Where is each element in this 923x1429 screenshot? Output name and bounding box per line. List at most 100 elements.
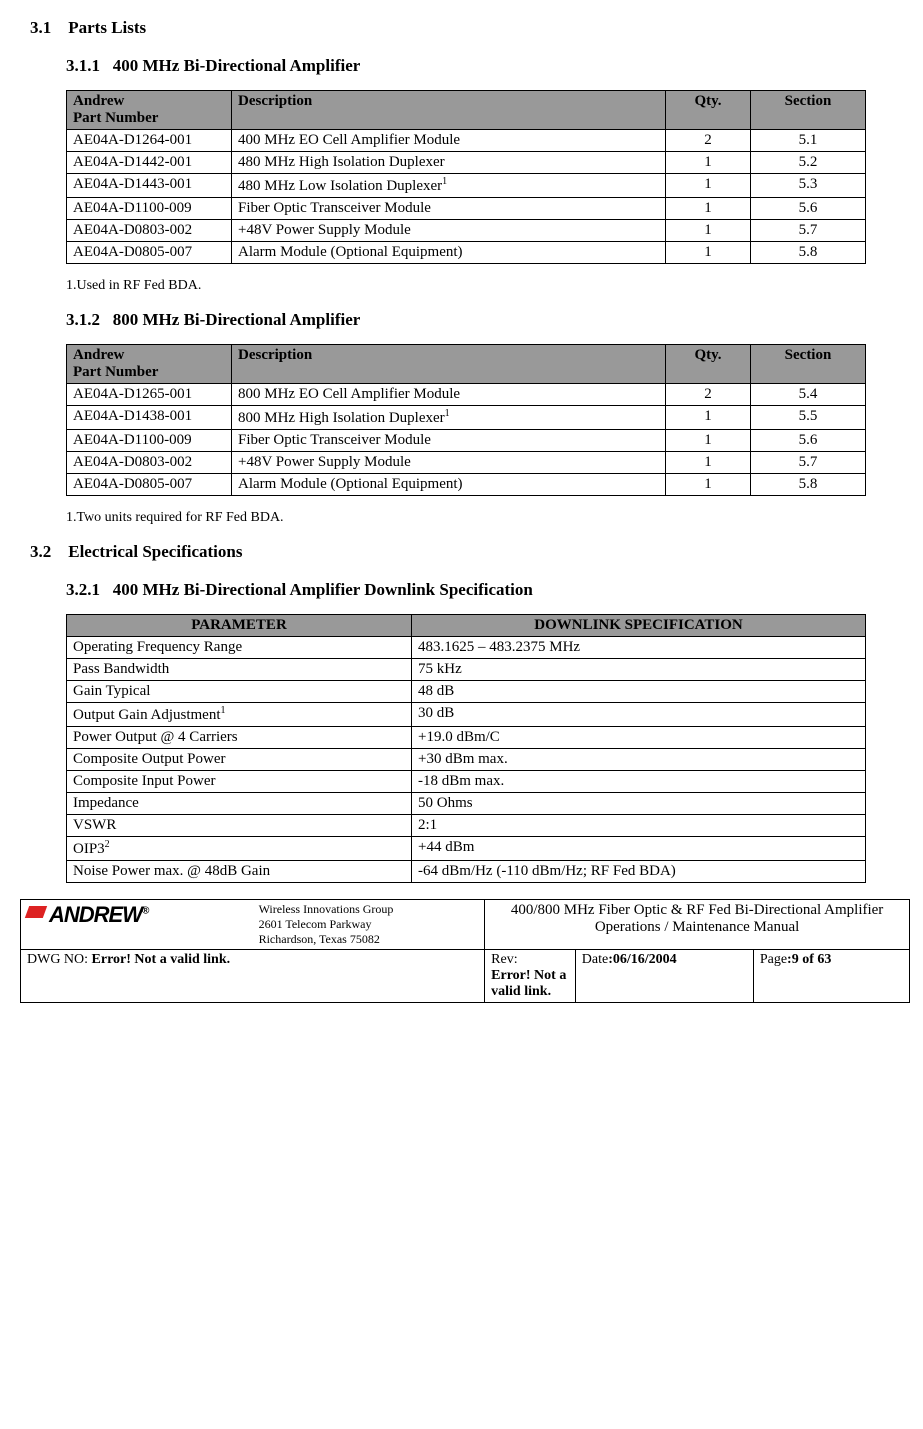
parts-table-400mhz: Andrew Part Number Description Qty. Sect… [66,90,866,264]
table-row: Power Output @ 4 Carriers+19.0 dBm/C [67,727,866,749]
cell-part-number: AE04A-D1265-001 [67,384,232,406]
table-header-row: PARAMETER DOWNLINK SPECIFICATION [67,615,866,637]
cell-section: 5.7 [751,452,866,474]
cell-value: -18 dBm max. [412,771,866,793]
cell-qty: 1 [666,406,751,430]
rev-value: Error! Not a valid link. [491,968,566,999]
table-row: AE04A-D0805-007Alarm Module (Optional Eq… [67,474,866,496]
section-3-1-1-heading: 3.1.1 400 MHz Bi-Directional Amplifier [66,56,890,76]
cell-part-number: AE04A-D0803-002 [67,220,232,242]
col-part-number: Andrew Part Number [67,345,232,384]
cell-description: Alarm Module (Optional Equipment) [232,242,666,264]
superscript: 1 [221,705,226,716]
cell-parameter: Operating Frequency Range [67,637,412,659]
cell-parameter: Noise Power max. @ 48dB Gain [67,861,412,883]
cell-description: Fiber Optic Transceiver Module [232,198,666,220]
dwg-label: DWG NO: [27,952,92,967]
cell-value: 2:1 [412,815,866,837]
table-row: AE04A-D1100-009Fiber Optic Transceiver M… [67,430,866,452]
rev-cell: Rev: Error! Not a valid link. [485,950,576,1003]
cell-description: +48V Power Supply Module [232,220,666,242]
cell-section: 5.7 [751,220,866,242]
col-spec: DOWNLINK SPECIFICATION [412,615,866,637]
table-row: Impedance 50 Ohms [67,793,866,815]
col-part-number: Andrew Part Number [67,91,232,130]
table-row: Composite Output Power+30 dBm max. [67,749,866,771]
section-num: 3.1.1 [66,56,100,75]
cell-description: 400 MHz EO Cell Amplifier Module [232,130,666,152]
cell-section: 5.6 [751,430,866,452]
page-cell: Page:9 of 63 [753,950,909,1003]
page-label: Page [760,952,787,967]
cell-description: +48V Power Supply Module [232,452,666,474]
section-title: Electrical Specifications [68,542,242,561]
table-row: AE04A-D1100-009Fiber Optic Transceiver M… [67,198,866,220]
section-title: 400 MHz Bi-Directional Amplifier Downlin… [113,580,533,599]
page-value: :9 of 63 [787,952,831,967]
footer-table: ANDREW® Wireless Innovations Group 2601 … [20,899,910,1003]
table-row: AE04A-D1265-001800 MHz EO Cell Amplifier… [67,384,866,406]
cell-section: 5.2 [751,152,866,174]
cell-description: Alarm Module (Optional Equipment) [232,474,666,496]
cell-qty: 1 [666,152,751,174]
cell-qty: 1 [666,198,751,220]
cell-value: 50 Ohms [412,793,866,815]
col-section: Section [751,91,866,130]
cell-value: -64 dBm/Hz (-110 dBm/Hz; RF Fed BDA) [412,861,866,883]
cell-parameter: Gain Typical [67,681,412,703]
date-value: :06/16/2004 [608,952,676,967]
superscript: 1 [442,176,447,187]
superscript: 1 [445,408,450,419]
cell-section: 5.1 [751,130,866,152]
cell-section: 5.8 [751,242,866,264]
cell-section: 5.3 [751,174,866,198]
table-row: Pass Bandwidth75 kHz [67,659,866,681]
section-num: 3.2.1 [66,580,100,599]
cell-qty: 1 [666,242,751,264]
cell-value: 30 dB [412,703,866,727]
section-title: Parts Lists [68,18,146,37]
section-num: 3.1.2 [66,310,100,329]
addr-line: 2601 Telecom Parkway [259,917,479,932]
table-row: AE04A-D1443-001480 MHz Low Isolation Dup… [67,174,866,198]
andrew-logo: ANDREW® [27,902,148,927]
cell-qty: 1 [666,220,751,242]
cell-description: 800 MHz High Isolation Duplexer1 [232,406,666,430]
col-section: Section [751,345,866,384]
table-row: AE04A-D0805-007Alarm Module (Optional Eq… [67,242,866,264]
date-cell: Date:06/16/2004 [575,950,753,1003]
col-description: Description [232,345,666,384]
cell-part-number: AE04A-D1100-009 [67,430,232,452]
col-qty: Qty. [666,345,751,384]
superscript: 2 [105,839,110,850]
table-row: AE04A-D1264-001400 MHz EO Cell Amplifier… [67,130,866,152]
cell-part-number: AE04A-D0805-007 [67,474,232,496]
parts-table-800mhz: Andrew Part Number Description Qty. Sect… [66,344,866,496]
col-qty: Qty. [666,91,751,130]
cell-parameter: Power Output @ 4 Carriers [67,727,412,749]
footnote-2: 1.Two units required for RF Fed BDA. [66,510,890,526]
logo-cell: ANDREW® [21,900,253,950]
cell-value: +19.0 dBm/C [412,727,866,749]
cell-parameter: VSWR [67,815,412,837]
cell-parameter: Composite Input Power [67,771,412,793]
cell-description: Fiber Optic Transceiver Module [232,430,666,452]
cell-parameter: Output Gain Adjustment1 [67,703,412,727]
section-3-1-heading: 3.1 Parts Lists [30,18,890,38]
cell-description: 480 MHz Low Isolation Duplexer1 [232,174,666,198]
cell-qty: 1 [666,174,751,198]
dwg-value: Error! Not a valid link. [92,952,231,967]
section-num: 3.1 [30,18,51,37]
footer-row-bottom: DWG NO: Error! Not a valid link. Rev: Er… [21,950,910,1003]
table-row: VSWR2:1 [67,815,866,837]
table-row: AE04A-D1438-001800 MHz High Isolation Du… [67,406,866,430]
table-row: Composite Input Power-18 dBm max. [67,771,866,793]
footnote-1: 1.Used in RF Fed BDA. [66,278,890,294]
section-3-2-1-heading: 3.2.1 400 MHz Bi-Directional Amplifier D… [66,580,890,600]
address-cell: Wireless Innovations Group 2601 Telecom … [253,900,485,950]
cell-value: +44 dBm [412,837,866,861]
cell-section: 5.8 [751,474,866,496]
dwg-cell: DWG NO: Error! Not a valid link. [21,950,485,1003]
table-row: AE04A-D0803-002+48V Power Supply Module1… [67,452,866,474]
cell-part-number: AE04A-D0805-007 [67,242,232,264]
